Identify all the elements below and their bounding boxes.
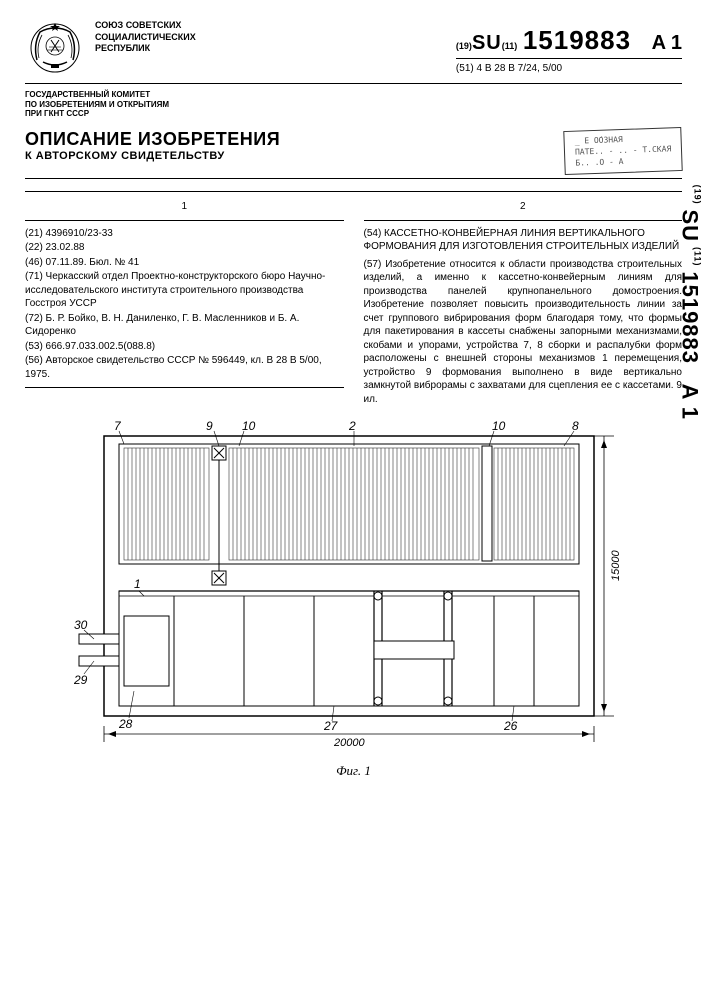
title-main: ОПИСАНИЕ ИЗОБРЕТЕНИЯ	[25, 129, 554, 150]
column-number: 1	[25, 200, 344, 214]
svg-text:30: 30	[74, 618, 88, 632]
publication-kind: A 1	[652, 32, 682, 54]
side-suffix: A 1	[677, 384, 702, 420]
document-title-block: ОПИСАНИЕ ИЗОБРЕТЕНИЯ К АВТОРСКОМУ СВИДЕТ…	[25, 129, 554, 162]
library-stamp: _ Е О́ОЗНАЯ ПАТЕ.. - .. - Т.СКАЯ Б.. .О …	[563, 127, 683, 175]
column-left: 1 (21) 4396910/23-33 (22) 23.02.88 (46) …	[25, 200, 344, 406]
svg-text:10: 10	[242, 419, 256, 433]
figure-1: 15000 20000	[74, 416, 634, 779]
column-right: 2 (54) КАССЕТНО-КОНВЕЙЕРНАЯ ЛИНИЯ ВЕРТИК…	[364, 200, 683, 406]
biblio-field-46: (46) 07.11.89. Бюл. № 41	[25, 256, 344, 270]
side-11: (11)	[692, 247, 702, 267]
ussr-emblem-icon	[25, 20, 85, 75]
svg-text:7: 7	[114, 419, 122, 433]
svg-text:1: 1	[134, 577, 141, 591]
divider	[25, 220, 344, 221]
divider	[25, 387, 344, 388]
side-su: SU	[677, 210, 702, 243]
invention-title: (54) КАССЕТНО-КОНВЕЙЕРНАЯ ЛИНИЯ ВЕРТИКАЛ…	[364, 227, 683, 254]
classification-code: 4 В 28 В 7/24, 5/00	[477, 63, 563, 74]
divider	[25, 83, 682, 84]
svg-text:2: 2	[348, 419, 356, 433]
svg-text:27: 27	[323, 719, 339, 733]
biblio-field-56: (56) Авторское свидетельство СССР № 5964…	[25, 354, 344, 381]
svg-text:26: 26	[503, 719, 518, 733]
svg-text:8: 8	[572, 419, 579, 433]
committee-name: ГОСУДАРСТВЕННЫЙ КОМИТЕТ ПО ИЗОБРЕТЕНИЯМ …	[25, 90, 682, 119]
biblio-field-53: (53) 666.97.033.002.5(088.8)	[25, 340, 344, 354]
org-name: СОЮЗ СОВЕТСКИХ СОЦИАЛИСТИЧЕСКИХ РЕСПУБЛИ…	[95, 20, 196, 55]
publication-number: 1519883	[523, 25, 631, 55]
side-publication-code: (19) SU (11) 1519883 A 1	[676, 185, 702, 420]
svg-text:28: 28	[118, 717, 133, 731]
divider	[364, 220, 683, 221]
publication-codes: (19)SU(11) 1519883 A 1 (51) 4 В 28 В 7/2…	[456, 20, 682, 74]
code-11-label: (11)	[502, 41, 518, 51]
svg-text:10: 10	[492, 419, 506, 433]
figure-caption: Фиг. 1	[74, 763, 634, 779]
title-sub: К АВТОРСКОМУ СВИДЕТЕЛЬСТВУ	[25, 150, 554, 162]
code-19-label: (19)	[456, 41, 472, 51]
country-code: SU	[472, 32, 502, 54]
document-header: СОЮЗ СОВЕТСКИХ СОЦИАЛИСТИЧЕСКИХ РЕСПУБЛИ…	[25, 20, 682, 75]
side-number: 1519883	[677, 271, 702, 364]
dim-vertical: 15000	[610, 550, 622, 581]
dim-horizontal: 20000	[333, 737, 365, 749]
biblio-field-72: (72) Б. Р. Бойко, В. Н. Даниленко, Г. В.…	[25, 312, 344, 339]
abstract-text: (57) Изобретение относится к области про…	[364, 258, 683, 407]
svg-text:9: 9	[206, 419, 213, 433]
biblio-field-22: (22) 23.02.88	[25, 241, 344, 255]
column-number: 2	[364, 200, 683, 214]
side-19: (19)	[692, 185, 702, 205]
divider	[25, 178, 682, 179]
biblio-field-71: (71) Черкасский отдел Проектно-конструкт…	[25, 270, 344, 311]
biblio-field-21: (21) 4396910/23-33	[25, 227, 344, 241]
svg-text:29: 29	[74, 673, 88, 687]
text-columns: 1 (21) 4396910/23-33 (22) 23.02.88 (46) …	[25, 191, 682, 406]
code-51-label: (51)	[456, 63, 474, 74]
stamp-line: Б.. .О - А	[575, 154, 672, 169]
